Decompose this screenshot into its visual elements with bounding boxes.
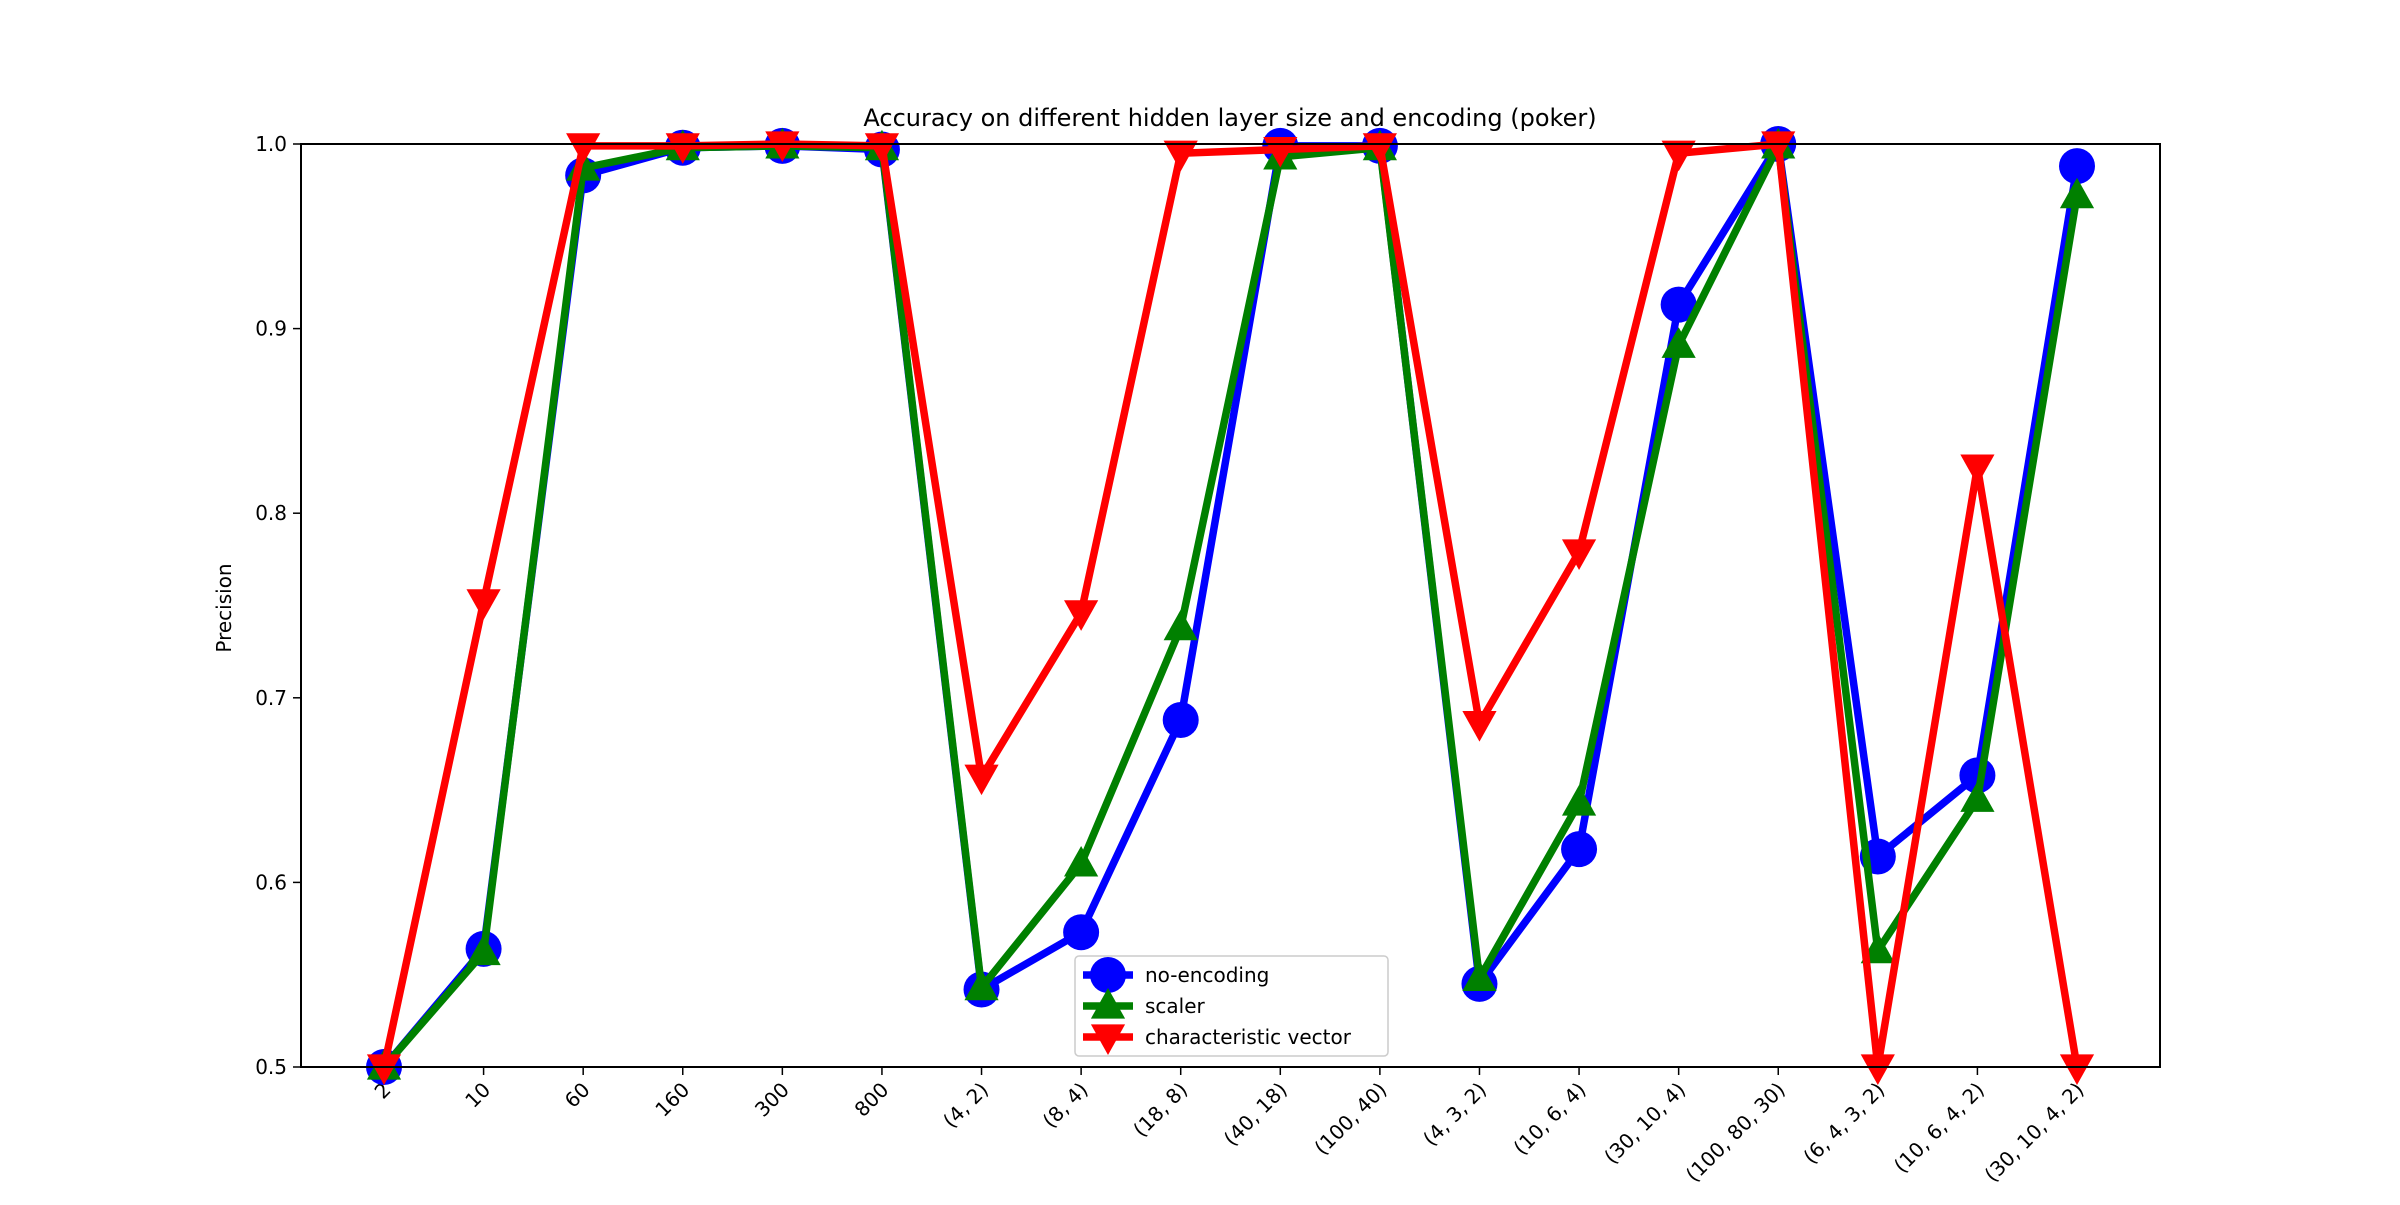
legend-label-no-encoding: no-encoding (1145, 963, 1269, 987)
legend-marker-no-encoding (1090, 957, 1126, 993)
y-tick-label: 0.6 (255, 870, 287, 894)
data-point-scaler (1462, 960, 1497, 991)
x-tick-label: (8, 4) (1038, 1078, 1093, 1133)
x-tick-label: 10 (460, 1078, 495, 1113)
data-point-characteristic-vector (964, 764, 999, 796)
x-tick-label: 800 (850, 1078, 894, 1122)
series-line-no-encoding (380, 140, 2081, 1071)
data-point-no-encoding (1162, 701, 1199, 738)
data-point-scaler (964, 969, 999, 1001)
legend-marker-characteristic-vector (1090, 1024, 1126, 1055)
data-point-characteristic-vector (864, 133, 900, 164)
x-tick-label: (6, 4, 3, 2) (1798, 1078, 1889, 1169)
data-point-no-encoding (1561, 831, 1598, 868)
data-point-characteristic-vector (665, 133, 700, 164)
data-point-scaler (1661, 327, 1696, 358)
y-tick-label: 0.8 (255, 501, 287, 525)
x-tick-label: (100, 80, 30) (1681, 1078, 1790, 1187)
data-point-characteristic-vector (1860, 1054, 1895, 1085)
y-tick-label: 0.5 (255, 1055, 287, 1079)
data-point-characteristic-vector (1462, 711, 1497, 742)
y-tick-label: 0.9 (255, 317, 287, 341)
data-point-characteristic-vector (765, 131, 800, 162)
x-tick-label: (30, 10, 4, 2) (1980, 1078, 2089, 1187)
legend-label-scaler: scaler (1145, 994, 1206, 1018)
data-point-scaler (1561, 785, 1597, 816)
data-point-no-encoding (1660, 286, 1697, 323)
data-point-characteristic-vector (566, 133, 601, 164)
plot-frame (300, 143, 2161, 1068)
data-point-scaler (1064, 845, 1099, 877)
data-point-scaler (2059, 177, 2095, 209)
data-point-scaler (466, 934, 501, 966)
y-tick-label: 1.0 (255, 132, 287, 156)
x-tick-label: (40, 18) (1219, 1078, 1292, 1151)
data-point-characteristic-vector (1163, 140, 1198, 172)
legend: no-encoding scaler characteristic vector (1074, 955, 1389, 1057)
x-tick-label: 60 (560, 1078, 595, 1113)
data-point-scaler (1163, 609, 1198, 641)
x-tick-label: 300 (750, 1078, 794, 1122)
x-tick-label: (10, 6, 4) (1509, 1078, 1591, 1160)
legend-marker-scaler (1090, 988, 1126, 1019)
data-point-characteristic-vector (466, 589, 501, 620)
x-tick-label: (4, 2) (938, 1078, 993, 1133)
series-line-scaler (380, 142, 2081, 1071)
legend-box (1074, 955, 1389, 1057)
data-point-characteristic-vector (2059, 1054, 2095, 1085)
data-point-characteristic-vector (1362, 133, 1397, 164)
data-point-no-encoding (1063, 914, 1100, 951)
data-point-characteristic-vector (366, 1054, 402, 1085)
x-tick-label: (30, 10, 4) (1599, 1078, 1690, 1169)
y-tick-label: 0.7 (255, 686, 287, 710)
series-line-characteristic-vector (380, 140, 2081, 1071)
x-tick-label: (18, 8) (1128, 1078, 1192, 1142)
y-axis-label: Precision (212, 563, 236, 652)
data-point-characteristic-vector (1960, 454, 1995, 486)
data-point-no-encoding (2059, 148, 2095, 185)
x-tick-label: (100, 40) (1309, 1078, 1391, 1160)
x-tick-label: 160 (650, 1078, 694, 1122)
x-tick-label: (4, 3, 2) (1418, 1078, 1491, 1151)
data-point-characteristic-vector (1064, 600, 1099, 631)
legend-label-characteristic-vector: characteristic vector (1145, 1025, 1352, 1049)
chart-title: Accuracy on different hidden layer size … (863, 104, 1596, 132)
data-point-scaler (1960, 781, 1995, 812)
data-point-characteristic-vector (1761, 131, 1796, 162)
x-tick-label: (10, 6, 4, 2) (1889, 1078, 1989, 1178)
data-point-characteristic-vector (1661, 140, 1696, 172)
data-point-characteristic-vector (1561, 539, 1597, 570)
